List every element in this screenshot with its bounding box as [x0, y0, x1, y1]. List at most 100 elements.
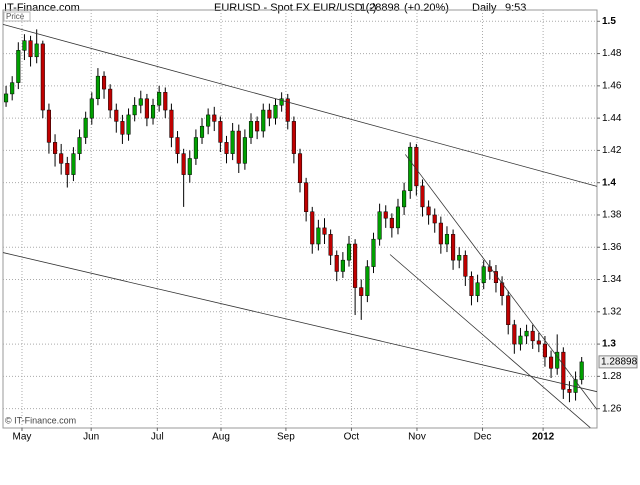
candle-body: [518, 335, 523, 345]
x-tick-label: Jun: [83, 432, 99, 443]
candle-body: [463, 255, 468, 277]
candle-body: [322, 227, 327, 235]
y-tick-label: 1.32: [602, 306, 622, 317]
candle-body: [340, 259, 345, 272]
candle-body: [420, 185, 425, 208]
candle-body: [236, 130, 241, 164]
candle-body: [451, 234, 456, 261]
candle-body: [77, 137, 82, 154]
candle-body: [475, 282, 480, 296]
y-tick-label: 1.34: [602, 274, 622, 285]
time: 9:53: [505, 2, 526, 14]
candle-body: [469, 276, 474, 296]
y-tick-label: 1.4: [602, 177, 616, 188]
candle-body: [53, 142, 58, 154]
candle-body: [59, 153, 64, 164]
y-tick-label: 1.28: [602, 371, 622, 382]
x-tick-label: Sep: [277, 432, 295, 443]
candle-body: [150, 104, 156, 119]
candle-body: [371, 238, 376, 267]
candle-body: [267, 109, 272, 119]
candle-body: [65, 163, 70, 175]
price-label: 1.28898: [601, 357, 638, 368]
candle-body: [426, 206, 431, 216]
candle-body: [432, 214, 437, 224]
candle-body: [206, 114, 211, 127]
candle-body: [16, 50, 21, 83]
x-tick-label: Dec: [474, 432, 492, 443]
candle-body: [291, 121, 296, 154]
candle-body: [89, 98, 94, 119]
header-change: (+0.20%): [404, 2, 449, 14]
candle-body: [285, 98, 290, 122]
y-axis-label: Price: [6, 12, 25, 21]
candle-body: [346, 243, 352, 261]
candle-body: [144, 98, 149, 119]
candle-body: [83, 117, 88, 138]
trendline: [405, 154, 598, 410]
y-tick-label: 1.44: [602, 113, 622, 124]
candle-body: [395, 206, 401, 229]
candle-body: [389, 217, 394, 229]
candle-body: [457, 255, 462, 261]
candle-body: [101, 75, 107, 90]
candle-body: [46, 109, 51, 143]
candle-body: [71, 153, 76, 175]
candle-body: [242, 137, 247, 164]
candle-body: [579, 361, 584, 380]
candle-body: [175, 137, 180, 154]
candle-body: [542, 343, 547, 358]
candle-body: [310, 211, 315, 245]
plot-frame: [2, 9, 598, 429]
candle-body: [4, 93, 9, 103]
candle-body: [402, 190, 407, 208]
candle-body: [273, 104, 278, 119]
candle-body: [414, 146, 419, 187]
candle-body: [555, 351, 560, 369]
candle-body: [536, 340, 541, 345]
x-tick-label: 2012: [532, 432, 555, 443]
candle-body: [199, 125, 205, 138]
candle-body: [255, 121, 260, 132]
candle-body: [10, 82, 15, 95]
copyright: © IT-Finance.com: [5, 415, 76, 425]
x-tick-label: Jul: [151, 432, 164, 443]
candle-body: [383, 211, 388, 219]
candle-body: [304, 182, 309, 212]
candle-body: [28, 40, 33, 58]
candle-body: [138, 98, 143, 106]
candle-body: [408, 146, 413, 192]
candle-body: [438, 222, 443, 245]
x-tick-label: Aug: [212, 432, 230, 443]
candle-body: [334, 255, 339, 272]
candle-body: [95, 75, 100, 100]
x-tick-label: Oct: [344, 432, 360, 443]
x-tick-label: Nov: [408, 432, 426, 443]
candle-body: [297, 153, 303, 183]
candle-body: [40, 43, 45, 111]
y-tick-label: 1.3: [602, 339, 616, 350]
candle-body: [114, 109, 119, 122]
candle-body: [365, 266, 370, 296]
trendline: [2, 252, 598, 393]
header-price: 1.28898: [360, 2, 400, 14]
candle-body: [549, 356, 554, 369]
candle-body: [506, 295, 511, 325]
trendline: [2, 23, 598, 187]
candle-body: [230, 130, 235, 154]
candle-body: [120, 121, 125, 135]
price-box: [598, 355, 638, 369]
candle-body: [163, 92, 168, 111]
candle-body: [279, 98, 284, 106]
y-tick-label: 1.5: [602, 16, 616, 27]
y-tick-label: 1.26: [602, 403, 622, 414]
y-tick-label: 1.42: [602, 145, 622, 156]
candle-body: [561, 351, 566, 390]
candle-body: [524, 330, 529, 337]
y-tick-label: 1.48: [602, 48, 622, 59]
y-label-box: [3, 11, 31, 22]
candle-body: [353, 243, 358, 288]
candle-body: [359, 287, 364, 296]
candle-body: [261, 109, 266, 132]
